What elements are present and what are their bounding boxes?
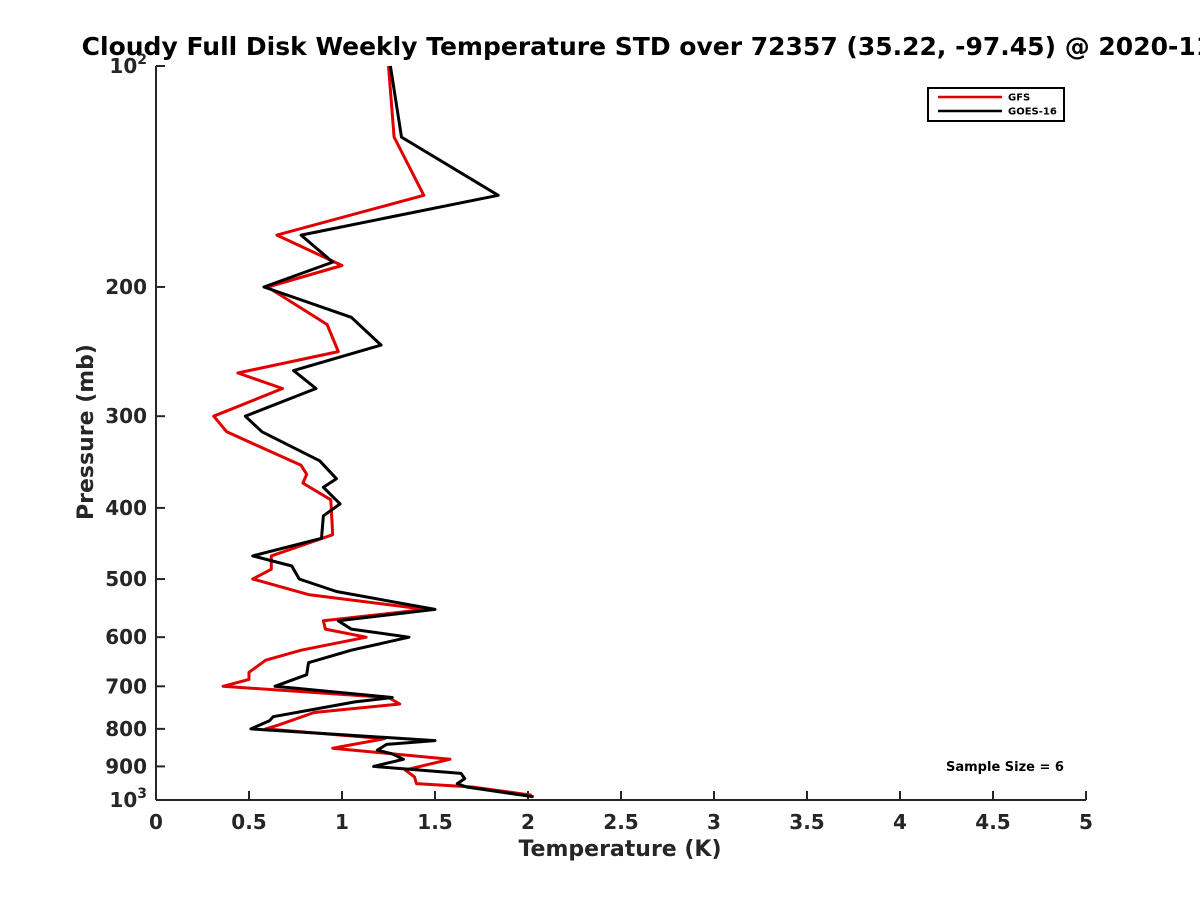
y-tick-label: 700 bbox=[105, 674, 147, 698]
x-tick-label: 0 bbox=[149, 810, 163, 834]
y-tick-label: 102 bbox=[109, 52, 147, 78]
x-tick-label: 5 bbox=[1079, 810, 1093, 834]
legend: GFS GOES-16 bbox=[927, 87, 1065, 122]
series-line-goes-16 bbox=[243, 65, 534, 799]
y-tick-label: 600 bbox=[105, 625, 147, 649]
x-tick-label: 0.5 bbox=[231, 810, 266, 834]
y-tick-label: 200 bbox=[105, 275, 147, 299]
x-axis-label: Temperature (K) bbox=[518, 837, 721, 862]
x-tick-label: 2.5 bbox=[603, 810, 638, 834]
legend-label: GOES-16 bbox=[1008, 107, 1057, 118]
series-layer bbox=[212, 65, 534, 799]
chart-title: Cloudy Full Disk Weekly Temperature STD … bbox=[82, 32, 1200, 61]
y-axis-label: Pressure (mb) bbox=[74, 344, 99, 520]
x-tick-label: 3.5 bbox=[789, 810, 824, 834]
x-tick-label: 3 bbox=[707, 810, 721, 834]
y-tick-label: 900 bbox=[105, 754, 147, 778]
y-tick-label: 400 bbox=[105, 496, 147, 520]
x-tick-label: 4 bbox=[893, 810, 907, 834]
x-tick-label: 1.5 bbox=[417, 810, 452, 834]
y-tick-label: 800 bbox=[105, 717, 147, 741]
y-tick-label: 300 bbox=[105, 404, 147, 428]
x-tick-label: 2 bbox=[521, 810, 535, 834]
legend-label: GFS bbox=[1008, 93, 1030, 104]
y-tick-label: 500 bbox=[105, 567, 147, 591]
x-tick-label: 4.5 bbox=[975, 810, 1010, 834]
axes: 0 0.5 1 1.5 2 2.5 3 3.5 4 4.5 5 102 200 300 400 500 600 7… bbox=[105, 52, 1093, 834]
legend-box bbox=[927, 87, 1065, 122]
y-tick-label: 103 bbox=[109, 786, 147, 812]
sample-size-annotation: Sample Size = 6 bbox=[946, 760, 1064, 775]
x-tick-label: 1 bbox=[335, 810, 349, 834]
